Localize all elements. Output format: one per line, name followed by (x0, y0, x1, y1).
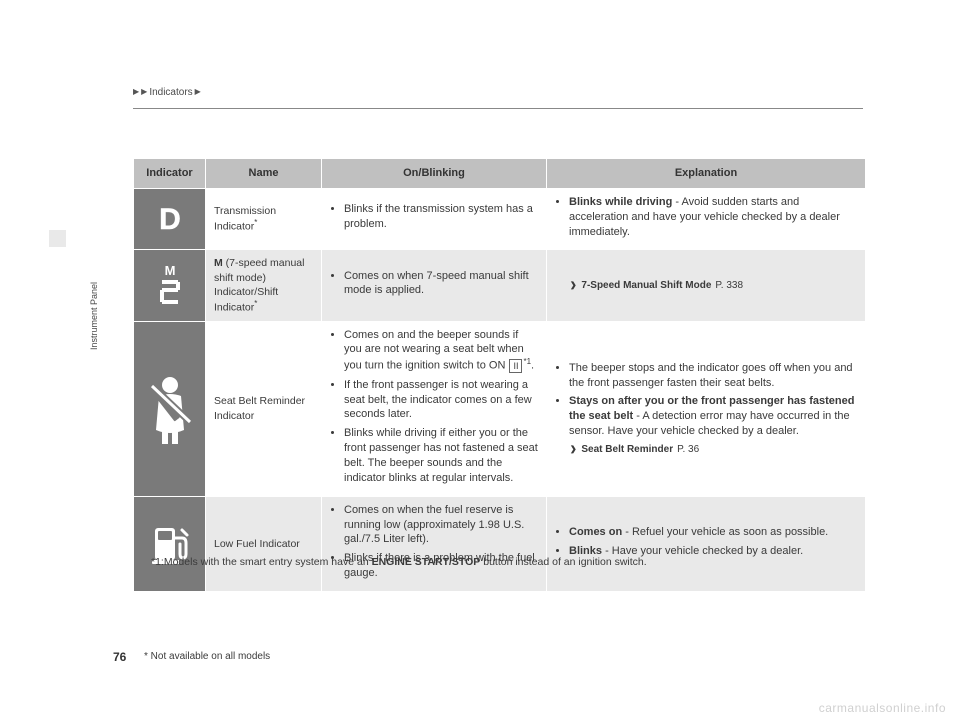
col-header-name: Name (206, 159, 322, 189)
breadcrumb-tri-icon: ▶ (133, 87, 139, 98)
on-blinking-cell: Blinks if the transmission system has a … (322, 188, 547, 250)
on-blinking-cell: Comes on when the fuel reserve is runnin… (322, 496, 547, 591)
svg-text:D: D (159, 203, 181, 236)
on-blinking-cell: Comes on when 7-speed manual shift mode … (322, 250, 547, 321)
indicator-name-cell: Low Fuel Indicator (206, 496, 322, 591)
indicator-name-cell: Transmission Indicator* (206, 188, 322, 250)
indicator-icon-cell: D (134, 188, 206, 250)
D-icon: D (138, 195, 201, 243)
col-header-explanation: Explanation (547, 159, 866, 189)
indicator-icon-cell (134, 321, 206, 496)
indicator-icon-cell: M (134, 250, 206, 321)
breadcrumb-label: Indicators (149, 86, 192, 100)
page-number: 76 (113, 649, 126, 665)
breadcrumb-tri-icon: ▶ (141, 87, 147, 98)
col-header-onblinking: On/Blinking (322, 159, 547, 189)
side-section-label: Instrument Panel (88, 282, 100, 350)
footnote-star1: *1:Models with the smart entry system ha… (151, 555, 647, 569)
table-header-row: Indicator Name On/Blinking Explanation (134, 159, 866, 189)
indicators-table: Indicator Name On/Blinking Explanation D… (133, 158, 866, 592)
table-row: Low Fuel IndicatorComes on when the fuel… (134, 496, 866, 591)
explanation-cell: ❱ 7-Speed Manual Shift Mode P. 338 (547, 250, 866, 321)
breadcrumb: ▶ ▶ Indicators ▶ (133, 86, 201, 100)
watermark: carmanualsonline.info (819, 700, 946, 716)
table-row: Seat Belt Reminder IndicatorComes on and… (134, 321, 866, 496)
explanation-cell: Comes on - Refuel your vehicle as soon a… (547, 496, 866, 591)
footnote-star: * Not available on all models (144, 650, 270, 664)
horizontal-rule (133, 108, 863, 109)
indicator-name-cell: M (7-speed manual shift mode) Indicator/… (206, 250, 322, 321)
seatbelt-icon (138, 370, 201, 448)
svg-text:M: M (164, 263, 175, 278)
on-blinking-cell: Comes on and the beeper sounds if you ar… (322, 321, 547, 496)
explanation-cell: The beeper stops and the indicator goes … (547, 321, 866, 496)
M2-icon: M (138, 261, 201, 309)
col-header-indicator: Indicator (134, 159, 206, 189)
explanation-cell: Blinks while driving - Avoid sudden star… (547, 188, 866, 250)
indicator-name-cell: Seat Belt Reminder Indicator (206, 321, 322, 496)
indicator-icon-cell (134, 496, 206, 591)
side-tab-marker (49, 230, 66, 247)
table-row: M M (7-speed manual shift mode) Indicato… (134, 250, 866, 321)
table-row: D Transmission Indicator*Blinks if the tr… (134, 188, 866, 250)
breadcrumb-tri-icon: ▶ (195, 87, 201, 98)
